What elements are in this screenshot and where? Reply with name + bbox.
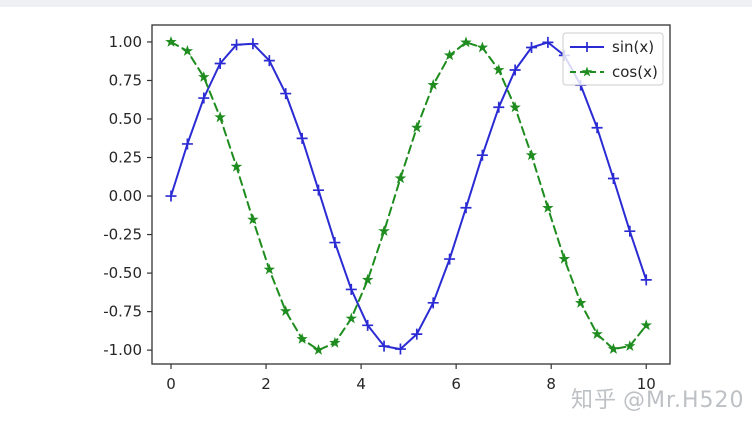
sin-plus-marker xyxy=(493,101,505,113)
cos-star-marker xyxy=(181,45,194,56)
sin-plus-marker xyxy=(247,38,259,50)
cos-star-marker xyxy=(230,160,243,172)
cos-star-marker xyxy=(362,273,374,285)
sin-plus-marker xyxy=(280,88,292,100)
y-tick-label: 1.00 xyxy=(109,33,142,51)
cos-star-marker xyxy=(165,36,177,47)
cos-star-marker xyxy=(394,172,407,184)
cos-star-marker xyxy=(329,336,341,348)
cos-star-marker xyxy=(247,213,259,225)
sin-plus-marker xyxy=(214,58,226,70)
sin-plus-marker xyxy=(345,283,357,295)
cos-star-marker xyxy=(312,344,325,355)
cos-star-marker xyxy=(542,201,554,213)
sin-plus-marker xyxy=(378,340,390,352)
cos-star-marker xyxy=(624,340,636,351)
sin-plus-marker xyxy=(165,190,177,202)
watermark-username: @Mr.H520 xyxy=(623,388,745,413)
legend-star-marker xyxy=(581,66,593,77)
sin-plus-marker xyxy=(624,225,636,237)
x-tick-label: 0 xyxy=(166,375,176,393)
cos-star-marker xyxy=(378,225,390,236)
legend-plus-marker xyxy=(582,42,592,52)
sin-plus-marker xyxy=(591,122,603,134)
cos-star-marker xyxy=(476,41,489,53)
x-tick-label: 2 xyxy=(261,375,271,393)
y-tick-label: -0.75 xyxy=(103,303,142,321)
sin-plus-marker xyxy=(427,297,439,309)
cos-star-marker xyxy=(214,111,226,123)
sin-plus-marker xyxy=(263,55,275,67)
cos-line xyxy=(170,41,648,351)
cos-star-marker xyxy=(493,64,505,75)
sin-plus-marker xyxy=(460,202,472,214)
x-tick-label: 6 xyxy=(451,375,461,393)
legend-label-cos: cos(x) xyxy=(612,63,658,81)
sin-plus-marker xyxy=(411,328,423,340)
sin-plus-marker xyxy=(181,138,193,150)
y-tick-label: 0.50 xyxy=(109,110,142,128)
cos-star-marker xyxy=(640,319,652,331)
legend-label-sin: sin(x) xyxy=(612,38,654,56)
y-tick-label: -0.25 xyxy=(103,226,142,244)
cos-star-marker xyxy=(198,71,210,82)
cos-star-marker xyxy=(280,305,292,316)
sin-plus-marker xyxy=(296,132,308,144)
sin-plus-marker xyxy=(231,39,243,51)
cos-star-marker xyxy=(591,328,603,339)
y-tick-label: 0.00 xyxy=(109,187,142,205)
y-tick-label: -0.50 xyxy=(103,264,142,282)
cos-star-marker xyxy=(558,252,570,264)
sin-plus-marker xyxy=(509,64,521,76)
cos-star-marker xyxy=(460,36,472,48)
sin-plus-marker xyxy=(394,343,406,355)
cos-star-marker xyxy=(509,101,521,113)
sin-plus-marker xyxy=(542,36,554,48)
cos-star-marker xyxy=(607,343,620,354)
watermark: 知乎 @Mr.H520 xyxy=(571,382,745,414)
sin-plus-marker xyxy=(312,184,324,196)
sin-plus-marker xyxy=(607,172,619,184)
cos-star-marker xyxy=(345,312,357,324)
sin-plus-marker xyxy=(640,274,652,286)
cos-star-marker xyxy=(427,78,439,90)
cos-star-marker xyxy=(525,149,538,161)
cos-star-marker xyxy=(296,333,308,344)
cos-star-marker xyxy=(575,297,587,308)
sin-plus-marker xyxy=(329,237,341,249)
sin-plus-marker xyxy=(476,149,488,161)
watermark-site-name: 知乎 xyxy=(571,388,618,413)
sin-plus-marker xyxy=(444,253,456,265)
cos-star-marker xyxy=(443,49,456,61)
x-tick-label: 10 xyxy=(637,375,656,393)
x-tick-label: 8 xyxy=(546,375,556,393)
top-strip xyxy=(0,0,752,7)
y-tick-label: -1.00 xyxy=(103,341,142,359)
cos-star-marker xyxy=(263,263,275,275)
sin-plus-marker xyxy=(526,41,538,53)
y-tick-label: 0.75 xyxy=(109,71,142,89)
x-tick-label: 4 xyxy=(356,375,366,393)
y-tick-label: 0.25 xyxy=(109,149,142,167)
sin-plus-marker xyxy=(362,319,374,331)
cos-star-marker xyxy=(411,121,423,133)
sin-plus-marker xyxy=(198,92,210,104)
